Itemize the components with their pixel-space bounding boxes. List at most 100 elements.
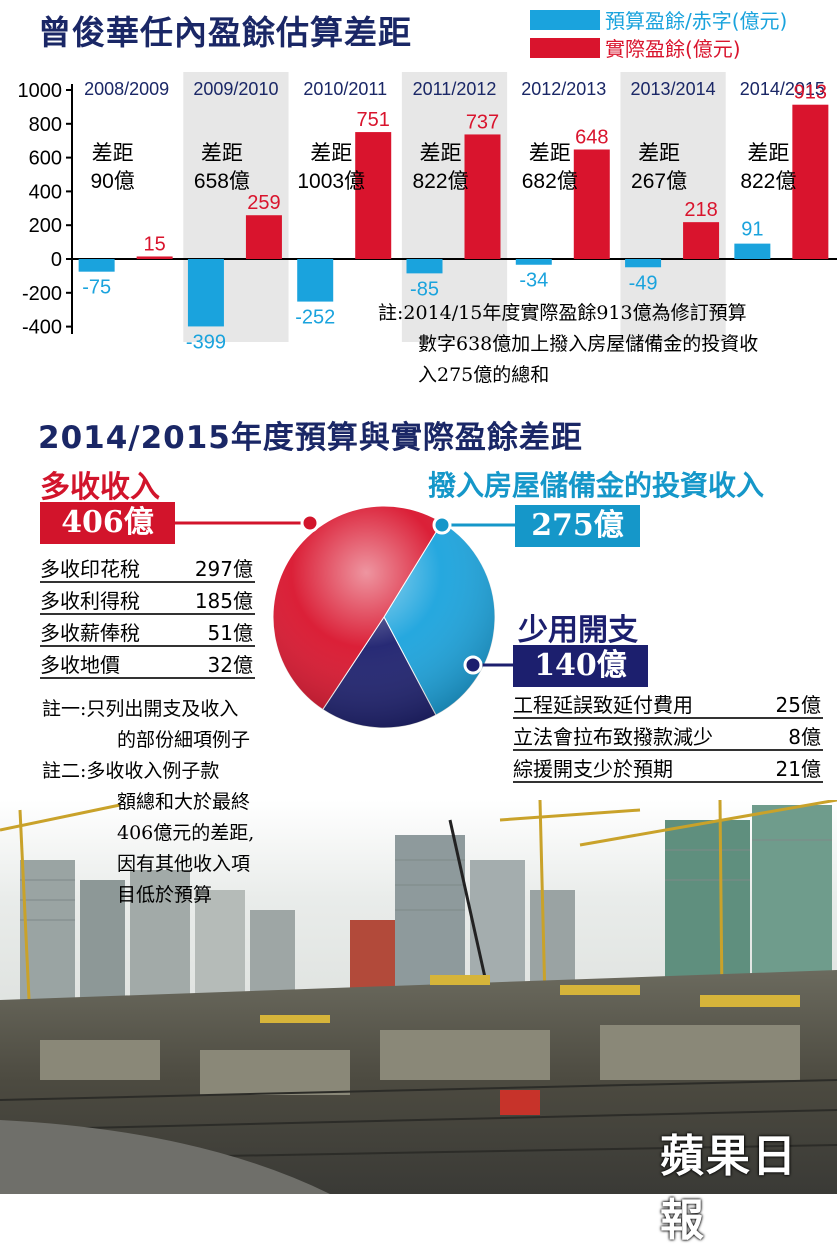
- budget-value-label: -49: [629, 272, 658, 294]
- actual-value-label: 218: [684, 199, 717, 221]
- pie-chart: [175, 505, 515, 729]
- category-label: 2013/2014: [631, 79, 716, 99]
- budget-value-label: -399: [186, 331, 226, 353]
- y-tick-label: 1000: [18, 80, 63, 102]
- note-line: 的部份細項例子: [117, 729, 251, 751]
- pie-section-title: 2014/2015年度預算與實際盈餘差距: [38, 420, 583, 456]
- y-tick-label: 800: [29, 114, 62, 136]
- connector-dot-spending: [463, 655, 483, 675]
- category-label: 2009/2010: [193, 79, 278, 99]
- breakdown-value: 51億: [207, 621, 253, 645]
- gap-value: 1003億: [297, 170, 365, 193]
- gap-label: 差距: [92, 142, 134, 165]
- breakdown-label: 多收地價: [40, 653, 120, 677]
- actual-value-label: 913: [794, 82, 827, 104]
- spending-value: 140億: [513, 645, 648, 687]
- revenue-value: 406億: [40, 502, 175, 544]
- actual-bar: [792, 104, 829, 259]
- column-shade: [620, 72, 726, 342]
- gap-value: 658億: [194, 170, 250, 193]
- actual-value-label: 648: [575, 126, 608, 148]
- breakdown-row: 工程延誤致延付費用 25億: [513, 686, 823, 719]
- breakdown-row: 立法會拉布致撥款減少 8億: [513, 718, 823, 751]
- gap-label: 差距: [420, 142, 462, 165]
- chart-note: 註:2014/15年度實際盈餘913億為修訂預算 數字638億加上撥入房屋儲備金…: [378, 298, 758, 391]
- actual-bar: [683, 222, 720, 259]
- gap-label: 差距: [638, 142, 680, 165]
- breakdown-row: 多收薪俸稅 51億: [40, 614, 255, 647]
- legend-label-actual: 實際盈餘(億元): [605, 37, 741, 61]
- note-line: 406億元的差距,: [117, 822, 255, 844]
- budget-bar: [78, 259, 115, 272]
- chart-note-line: 註:2014/15年度實際盈餘913億為修訂預算: [378, 302, 747, 324]
- breakdown-row: 多收地價 32億: [40, 646, 255, 679]
- breakdown-label: 多收印花稅: [40, 557, 140, 581]
- gap-value: 267億: [631, 170, 687, 193]
- y-tick-label: 0: [51, 249, 62, 271]
- breakdown-label: 綜援開支少於預期: [513, 757, 673, 781]
- breakdown-label: 多收利得稅: [40, 589, 140, 613]
- breakdown-value: 8億: [788, 725, 821, 749]
- actual-value-label: 751: [357, 109, 390, 131]
- note-line: 註一:只列出開支及收入: [42, 698, 239, 720]
- budget-value-label: -34: [519, 270, 548, 292]
- connector-dot-revenue: [300, 513, 320, 533]
- breakdown-value: 32億: [207, 653, 253, 677]
- gap-label: 差距: [529, 142, 571, 165]
- budget-value-label: 91: [741, 219, 763, 241]
- budget-bar: [734, 243, 771, 259]
- category-label: 2014/2015: [740, 79, 825, 99]
- budget-value-label: -85: [410, 278, 439, 300]
- gap-label: 差距: [310, 142, 352, 165]
- breakdown-label: 多收薪俸稅: [40, 621, 140, 645]
- actual-bar: [355, 132, 392, 259]
- category-label: 2012/2013: [521, 79, 606, 99]
- bar-chart: 1000 800 600 400 200 0 -200 -400 2008/2009 -75 15 差…: [18, 72, 837, 353]
- revenue-heading: 多收收入: [40, 470, 160, 505]
- legend-label-budget: 預算盈餘/赤字(億元): [605, 9, 788, 33]
- breakdown-row: 多收利得稅 185億: [40, 582, 255, 615]
- category-label: 2010/2011: [303, 79, 387, 99]
- legend-swatch-actual: [530, 38, 600, 58]
- y-tick-label: -400: [22, 317, 62, 339]
- gap-label: 差距: [747, 142, 789, 165]
- actual-bar: [136, 256, 173, 259]
- investment-value: 275億: [515, 505, 640, 547]
- breakdown-value: 25億: [775, 693, 821, 717]
- connector-dot-investment: [432, 515, 452, 535]
- breakdown-label: 立法會拉布致撥款減少: [513, 725, 713, 749]
- spending-heading: 少用開支: [518, 613, 638, 648]
- breakdown-value: 297億: [194, 557, 253, 581]
- budget-bar: [625, 259, 662, 268]
- actual-value-label: 15: [144, 233, 166, 255]
- gap-label: 差距: [201, 142, 243, 165]
- breakdown-row: 多收印花稅 297億: [40, 550, 255, 583]
- chart-title: 曾俊華任內盈餘估算差距: [38, 13, 412, 52]
- construction-photo: [0, 800, 837, 1194]
- watermark-logo: 蘋果日報: [660, 1131, 798, 1246]
- budget-bar: [297, 259, 334, 302]
- breakdown-value: 185億: [194, 589, 253, 613]
- investment-heading: 撥入房屋儲備金的投資收入: [428, 469, 765, 502]
- actual-value-label: 737: [466, 111, 499, 133]
- note-line: 目低於預算: [117, 884, 213, 906]
- gap-value: 90億: [90, 170, 134, 193]
- actual-value-label: 259: [247, 192, 280, 214]
- y-tick-label: 400: [29, 181, 62, 203]
- note-line: 註二:多收收入例子款: [42, 760, 220, 782]
- chart-note-line: 入275億的總和: [418, 364, 550, 386]
- budget-value-label: -75: [82, 277, 111, 299]
- budget-bar: [515, 259, 552, 265]
- pie-gloss: [273, 506, 495, 728]
- gap-value: 822億: [412, 170, 468, 193]
- breakdown-value: 21億: [775, 757, 821, 781]
- budget-value-label: -252: [295, 307, 335, 329]
- breakdown-label: 工程延誤致延付費用: [513, 693, 693, 717]
- breakdown-row: 綜援開支少於預期 21億: [513, 750, 823, 783]
- actual-bar: [573, 149, 610, 259]
- legend-swatch-budget: [530, 10, 600, 30]
- notes-bottom: 註一:只列出開支及收入 的部份細項例子 註二:多收收入例子款 額總和大於最終 4…: [42, 694, 254, 911]
- budget-bar: [406, 259, 443, 274]
- note-line: 因有其他收入項: [117, 853, 251, 875]
- y-tick-label: 600: [29, 148, 62, 170]
